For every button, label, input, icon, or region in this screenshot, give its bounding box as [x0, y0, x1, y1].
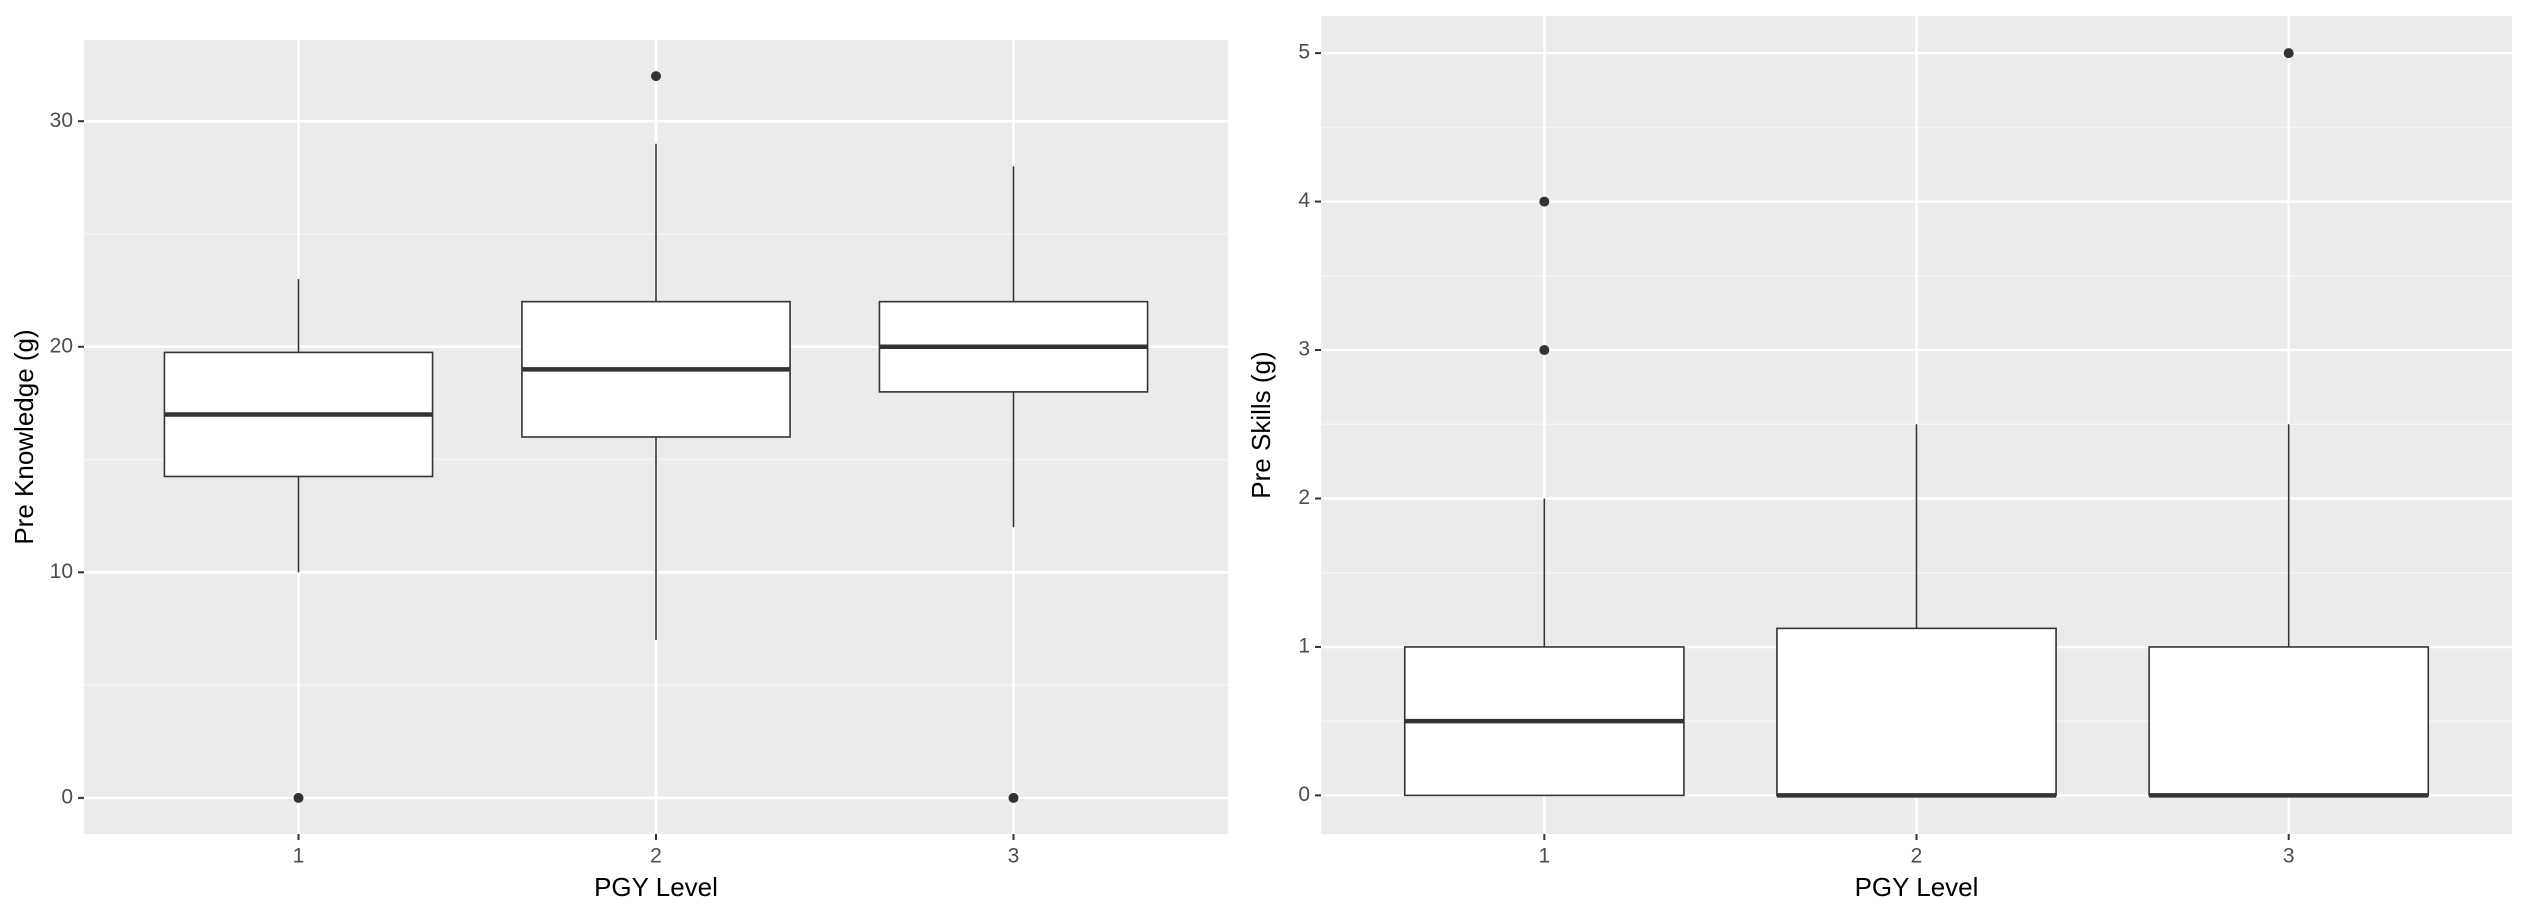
y-tick-label: 20	[50, 334, 73, 357]
y-tick-label: 0	[1298, 783, 1310, 806]
x-tick-label: 2	[1911, 845, 1923, 868]
outlier	[651, 71, 661, 82]
x-axis-title: PGY Level	[1855, 872, 1979, 902]
y-tick-label: 5	[1298, 41, 1310, 64]
outlier	[2283, 48, 2294, 59]
outlier	[1008, 792, 1019, 803]
x-tick-label: 1	[1538, 845, 1550, 868]
y-axis-title: Pre Skills (g)	[1246, 351, 1276, 498]
outlier	[1539, 345, 1550, 356]
y-tick-label: 1	[1298, 634, 1310, 657]
y-tick-label: 2	[1298, 486, 1310, 509]
y-tick-label: 30	[50, 109, 73, 132]
y-axis-title: Pre Knowledge (g)	[9, 329, 39, 544]
outlier	[293, 792, 304, 803]
x-tick-label: 2	[650, 845, 662, 868]
y-tick-label: 10	[50, 560, 73, 583]
x-tick-label: 1	[293, 845, 305, 868]
x-axis-title: PGY Level	[594, 872, 718, 902]
y-tick-label: 3	[1298, 338, 1310, 361]
box	[1776, 627, 2057, 797]
box	[2148, 646, 2430, 797]
x-tick-label: 3	[2283, 845, 2295, 868]
y-tick-label: 0	[61, 785, 73, 808]
x-tick-label: 3	[1008, 845, 1020, 868]
y-tick-label: 4	[1298, 189, 1310, 212]
outlier	[1539, 196, 1550, 207]
